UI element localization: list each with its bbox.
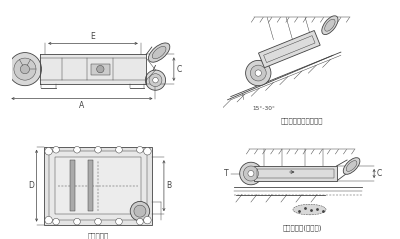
Circle shape	[74, 218, 80, 225]
Circle shape	[95, 147, 101, 153]
Circle shape	[153, 77, 158, 83]
Bar	[257, 169, 334, 178]
Ellipse shape	[325, 19, 335, 31]
Circle shape	[116, 218, 122, 225]
Text: A: A	[79, 101, 84, 110]
Circle shape	[149, 74, 162, 87]
Circle shape	[130, 201, 150, 221]
Circle shape	[116, 147, 122, 153]
Text: 15°-30°: 15°-30°	[252, 106, 276, 111]
Circle shape	[246, 60, 271, 86]
Circle shape	[97, 65, 104, 73]
Ellipse shape	[152, 46, 166, 59]
Bar	[48, 151, 148, 220]
Circle shape	[137, 147, 143, 153]
Circle shape	[244, 166, 258, 181]
Bar	[254, 166, 336, 181]
Circle shape	[255, 70, 262, 76]
Bar	[91, 64, 110, 75]
Circle shape	[144, 147, 151, 155]
Bar	[54, 157, 142, 214]
Circle shape	[53, 218, 59, 225]
Polygon shape	[258, 31, 320, 68]
Circle shape	[20, 65, 30, 74]
Text: T: T	[224, 169, 228, 178]
Circle shape	[137, 218, 143, 225]
Circle shape	[14, 58, 36, 80]
Ellipse shape	[322, 16, 338, 35]
Circle shape	[248, 170, 254, 177]
Bar	[40, 54, 146, 84]
Ellipse shape	[346, 161, 357, 171]
Circle shape	[134, 205, 146, 217]
Text: D: D	[28, 181, 34, 190]
Bar	[44, 147, 152, 225]
Circle shape	[74, 147, 80, 153]
Text: 安装示意图（倾斜式）: 安装示意图（倾斜式）	[281, 117, 323, 124]
Text: C: C	[177, 65, 182, 74]
Text: C: C	[377, 169, 382, 178]
Circle shape	[240, 162, 262, 185]
Text: E: E	[90, 32, 95, 41]
Circle shape	[250, 65, 266, 81]
Ellipse shape	[148, 43, 170, 62]
Circle shape	[145, 70, 166, 90]
Circle shape	[144, 216, 151, 224]
Ellipse shape	[343, 158, 360, 174]
Circle shape	[53, 147, 59, 153]
Circle shape	[8, 53, 42, 86]
Bar	[70, 160, 75, 211]
Text: B: B	[166, 181, 171, 190]
Bar	[88, 160, 93, 211]
Text: 安装示意图(水平式): 安装示意图(水平式)	[282, 224, 322, 231]
Ellipse shape	[293, 204, 326, 215]
Circle shape	[45, 147, 52, 155]
Text: 外形尺寸图: 外形尺寸图	[87, 232, 109, 239]
Circle shape	[45, 216, 52, 224]
Circle shape	[95, 218, 101, 225]
